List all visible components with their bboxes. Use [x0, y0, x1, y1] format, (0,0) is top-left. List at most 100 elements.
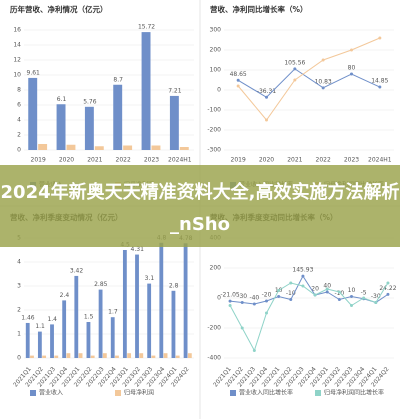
- chart-title: 历年营收、净利情况（亿元）: [10, 4, 108, 14]
- point: [374, 301, 378, 304]
- y-tick-label: 200: [210, 47, 222, 54]
- bar: [139, 353, 144, 358]
- y-tick-label: 10: [13, 72, 21, 79]
- data-label: 48.65: [230, 71, 247, 78]
- y-tick-label: 16: [13, 27, 21, 34]
- y-tick-label: -100: [207, 107, 221, 114]
- y-tick-label: 300: [210, 27, 222, 34]
- point: [236, 78, 240, 82]
- y-tick-label: -400: [207, 355, 221, 362]
- bar: [151, 145, 161, 150]
- y-tick-label: 2: [17, 307, 21, 314]
- bar: [42, 355, 47, 358]
- data-label: 80: [348, 65, 356, 72]
- y-tick-label: 12: [13, 57, 21, 64]
- bar: [38, 144, 48, 150]
- y-tick-label: 2: [17, 132, 21, 139]
- point: [240, 326, 244, 330]
- x-tick-label: 2021: [287, 157, 302, 164]
- x-tick-label: 2022: [316, 157, 331, 164]
- data-label: -40: [249, 295, 259, 302]
- line: [237, 37, 381, 121]
- point: [236, 84, 240, 88]
- point: [378, 36, 382, 40]
- bar: [159, 242, 164, 358]
- y-tick-label: 0: [217, 87, 221, 94]
- y-tick-label: -200: [207, 325, 221, 332]
- point: [265, 299, 268, 303]
- data-label: 2.85: [94, 281, 108, 288]
- y-tick-label: 14: [13, 42, 21, 49]
- data-label: 40: [323, 283, 331, 290]
- bar: [123, 145, 133, 150]
- point: [301, 284, 305, 288]
- legend-swatch: [115, 390, 121, 396]
- data-label: 1.4: [47, 316, 57, 323]
- legend-swatch: [230, 390, 236, 396]
- point: [350, 295, 353, 298]
- bar: [66, 144, 76, 150]
- bar: [25, 322, 30, 358]
- point: [325, 287, 329, 291]
- bar: [50, 324, 54, 358]
- y-tick-label: 100: [210, 67, 222, 74]
- point: [277, 289, 281, 292]
- y-tick-label: 0: [217, 295, 221, 302]
- bar: [84, 106, 94, 150]
- y-tick-label: -300: [207, 147, 221, 154]
- legend-label: 营业收入: [39, 389, 63, 397]
- data-label: 3.1: [145, 275, 155, 282]
- y-tick-label: -200: [207, 127, 221, 134]
- banner-text: 2024年新奥天天精准资料大全,高效实施方法解析: [1, 181, 400, 203]
- legend-label: 归母净利润: [124, 389, 154, 397]
- bar: [151, 355, 156, 358]
- x-tick-label: 2024H1: [368, 157, 392, 164]
- y-tick-label: 1: [17, 331, 21, 338]
- point: [337, 298, 341, 301]
- legend-swatch: [315, 390, 321, 396]
- data-label: 2.8: [169, 282, 179, 289]
- bar: [110, 317, 115, 358]
- x-tick-label: 2023: [144, 157, 159, 164]
- data-label: 10: [348, 287, 356, 294]
- y-tick-label: 0: [17, 147, 21, 154]
- point: [362, 296, 366, 300]
- point: [293, 67, 297, 71]
- x-tick-label: 2020: [59, 157, 74, 164]
- point: [301, 274, 305, 278]
- point: [252, 349, 256, 352]
- banner-band: [0, 165, 400, 247]
- bar: [62, 300, 67, 358]
- point: [386, 292, 390, 296]
- point: [240, 301, 244, 304]
- point: [386, 281, 390, 285]
- data-label: 1.1: [35, 323, 45, 330]
- chart-title: 营收、净利同比增长率（%）: [210, 4, 308, 14]
- bar: [163, 353, 168, 358]
- point: [289, 298, 293, 301]
- y-tick-label: 0: [17, 355, 21, 362]
- data-label: 1.7: [108, 309, 118, 316]
- line: [230, 275, 389, 305]
- data-label: -30: [371, 293, 381, 300]
- point: [350, 72, 353, 76]
- data-label: 105.56: [284, 59, 305, 66]
- y-tick-label: 200: [210, 265, 222, 272]
- x-tick-label: 2019: [231, 157, 246, 164]
- bar: [94, 146, 104, 150]
- data-label: 1.5: [84, 314, 94, 321]
- data-label: 145.93: [292, 267, 313, 274]
- bar: [179, 147, 189, 150]
- y-tick-label: 3: [17, 283, 21, 290]
- data-label: -10: [286, 290, 296, 297]
- data-label: 15.72: [138, 24, 155, 31]
- bar: [74, 275, 79, 358]
- bar: [37, 331, 42, 358]
- point: [321, 86, 325, 90]
- point: [350, 48, 353, 52]
- bar: [98, 289, 103, 358]
- data-label: -20: [262, 292, 272, 299]
- data-label: -5: [361, 289, 367, 296]
- data-label: 5.76: [83, 98, 97, 105]
